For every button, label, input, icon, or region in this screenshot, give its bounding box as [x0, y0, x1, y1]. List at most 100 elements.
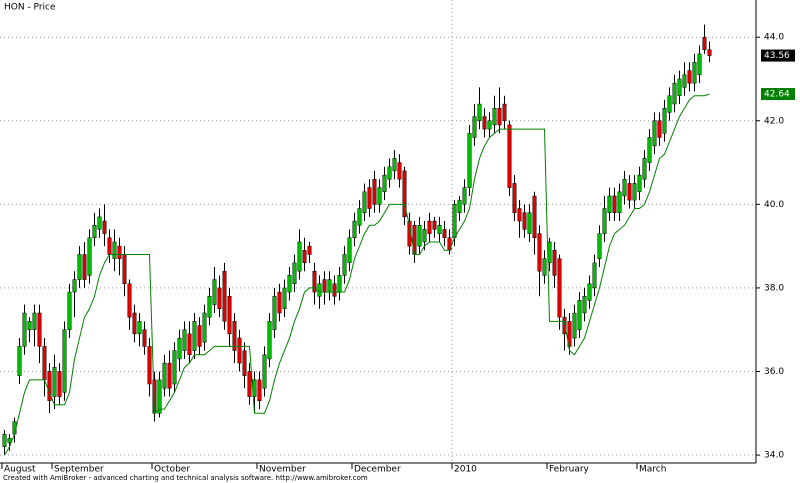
candle-body	[347, 237, 352, 264]
candle-body	[42, 346, 47, 381]
candle-body	[32, 312, 37, 330]
candle-body	[652, 120, 657, 147]
candle-body	[267, 321, 272, 360]
candle-body	[642, 158, 647, 180]
candle-body	[432, 220, 437, 230]
candle-body	[417, 224, 422, 247]
candle-body	[102, 220, 107, 234]
candle-body	[452, 204, 457, 239]
candle-body	[107, 237, 112, 255]
y-tick-label: 44.0	[764, 33, 784, 43]
candle-body	[422, 229, 427, 243]
candle-body	[392, 158, 397, 172]
candle-body	[137, 321, 142, 335]
candle-body	[22, 312, 27, 347]
x-tick-label: November	[259, 465, 306, 475]
x-tick-label: August	[4, 465, 36, 475]
candle-body	[172, 350, 177, 385]
candle-body	[587, 283, 592, 301]
candle-body	[482, 116, 487, 130]
candle-body	[707, 49, 712, 56]
x-tick-label: September	[54, 465, 104, 475]
candle-body	[522, 212, 527, 230]
candle-body	[677, 78, 682, 96]
candle-body	[282, 287, 287, 310]
candle-body	[332, 283, 337, 297]
candle-body	[177, 337, 182, 360]
candle-body	[217, 287, 222, 310]
candle-body	[592, 262, 597, 289]
candle-body	[122, 254, 127, 284]
candle-body	[327, 279, 332, 293]
chart-title: HON - Price	[4, 3, 56, 13]
candle-body	[337, 275, 342, 293]
candle-body	[667, 95, 672, 113]
candle-body	[442, 229, 447, 239]
candle-body	[622, 179, 627, 197]
candle-body	[322, 279, 327, 293]
candle-body	[207, 296, 212, 318]
candle-body	[287, 275, 292, 293]
candle-body	[257, 379, 262, 401]
last-price-label: 43.56	[764, 51, 790, 61]
candle-body	[97, 216, 102, 230]
candle-body	[572, 312, 577, 339]
candle-body	[492, 107, 497, 126]
candle-body	[312, 270, 317, 293]
candle-body	[307, 245, 312, 255]
candle-body	[212, 279, 217, 305]
candle-body	[157, 379, 162, 414]
y-tick-label: 38.0	[764, 283, 784, 293]
candle-body	[67, 291, 72, 330]
candle-body	[202, 312, 207, 343]
candle-body	[607, 195, 612, 213]
last-price-label-box	[761, 49, 795, 62]
candle-body	[242, 350, 247, 376]
candle-body	[142, 329, 147, 347]
candle-body	[237, 337, 242, 364]
candle-body	[182, 329, 187, 351]
candle-body	[187, 333, 192, 356]
candle-body	[112, 241, 117, 259]
candle-body	[387, 166, 392, 180]
x-tick-label: December	[354, 465, 401, 475]
candle-body	[82, 254, 87, 280]
candle-body	[527, 212, 532, 234]
candle-body	[577, 300, 582, 330]
y-tick-label: 34.0	[764, 451, 784, 461]
candle-body	[377, 187, 382, 205]
candle-body	[52, 367, 57, 397]
candle-body	[517, 208, 522, 222]
candle-body	[487, 120, 492, 130]
candle-body	[382, 174, 387, 193]
candle-body	[697, 53, 702, 76]
candle-body	[537, 233, 542, 272]
candle-body	[702, 36, 707, 50]
candle-body	[397, 162, 402, 180]
candle-body	[512, 183, 517, 213]
candle-body	[72, 279, 77, 293]
candle-body	[272, 296, 277, 330]
candle-body	[92, 224, 97, 239]
candle-body	[302, 250, 307, 264]
candle-body	[662, 107, 667, 134]
x-tick-label: 2010	[454, 465, 477, 475]
candle-body	[612, 195, 617, 213]
candle-body	[7, 438, 12, 443]
candle-body	[372, 179, 377, 205]
candle-body	[637, 174, 642, 193]
candle-body	[222, 270, 227, 322]
candle-body	[552, 250, 557, 276]
candle-body	[362, 191, 367, 213]
candle-body	[147, 346, 152, 385]
candle-body	[672, 82, 677, 105]
candle-body	[127, 283, 132, 318]
candle-body	[462, 187, 467, 205]
candle-body	[47, 371, 52, 401]
candle-body	[562, 316, 567, 335]
candle-body	[557, 258, 562, 318]
candle-body	[597, 233, 602, 259]
